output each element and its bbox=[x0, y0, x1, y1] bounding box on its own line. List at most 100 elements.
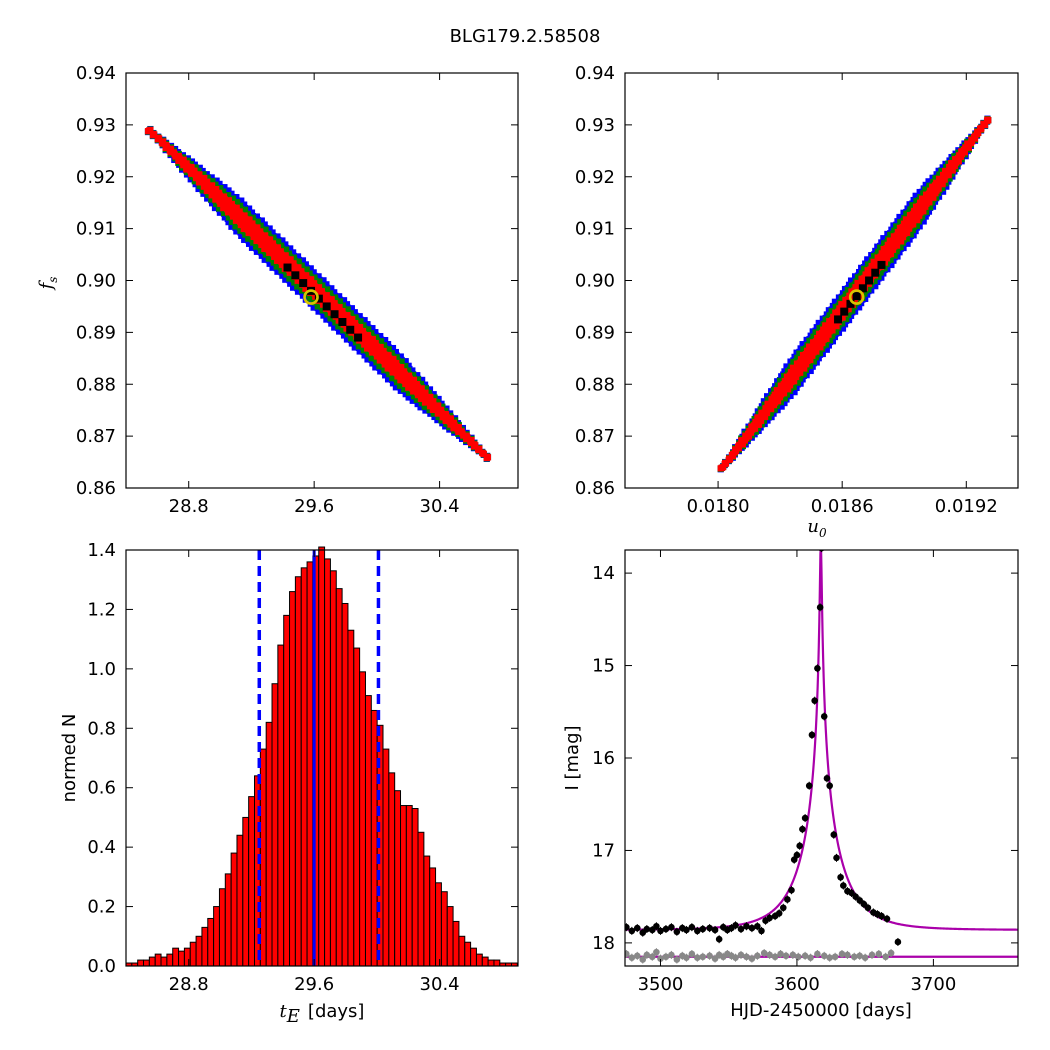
posterior-cell-1sigma bbox=[266, 243, 273, 250]
posterior-cell-1sigma bbox=[318, 288, 325, 295]
histogram-bar bbox=[265, 721, 273, 967]
posterior-cell-1sigma bbox=[479, 449, 486, 456]
posterior-cell-3sigma bbox=[323, 281, 330, 288]
posterior-cell-3sigma bbox=[912, 192, 919, 199]
histogram-bar bbox=[329, 570, 337, 967]
posterior-cell-1sigma bbox=[945, 171, 952, 179]
y-axis-label-normed-n: normed N bbox=[59, 714, 80, 803]
posterior-cell-1sigma bbox=[389, 369, 396, 376]
posterior-cell-1sigma bbox=[294, 277, 301, 284]
residual-point bbox=[760, 949, 768, 957]
histogram-bar bbox=[271, 683, 279, 967]
posterior-cell-2sigma bbox=[191, 178, 198, 185]
posterior-cell-2sigma bbox=[295, 258, 302, 265]
posterior-cell-1sigma bbox=[265, 246, 272, 253]
data-point bbox=[748, 924, 756, 932]
histogram-bar bbox=[341, 602, 349, 967]
posterior-cell-1sigma bbox=[413, 381, 420, 388]
data-point bbox=[805, 782, 813, 790]
best-region-cell bbox=[314, 294, 323, 303]
posterior-cell-1sigma bbox=[386, 355, 393, 362]
posterior-cell-1sigma bbox=[397, 377, 404, 384]
posterior-cell-1sigma bbox=[360, 338, 367, 345]
posterior-cell-3sigma bbox=[856, 304, 863, 311]
posterior-cell-1sigma bbox=[377, 354, 385, 361]
data-point bbox=[793, 851, 801, 859]
posterior-cell-1sigma bbox=[984, 116, 991, 123]
posterior-cell-3sigma bbox=[287, 280, 294, 287]
posterior-cell-1sigma bbox=[828, 323, 835, 331]
posterior-cell-1sigma bbox=[299, 271, 306, 278]
posterior-cell-1sigma bbox=[147, 126, 154, 134]
x-tick-label: 3600 bbox=[774, 974, 820, 995]
data-point bbox=[864, 904, 872, 912]
x-tick-label: 3500 bbox=[638, 974, 684, 995]
posterior-cell-1sigma bbox=[167, 145, 175, 152]
posterior-cell-2sigma bbox=[365, 326, 372, 333]
posterior-cell-1sigma bbox=[275, 254, 282, 261]
posterior-cell-3sigma bbox=[343, 301, 351, 308]
data-point bbox=[799, 825, 806, 833]
posterior-cell-3sigma bbox=[233, 228, 240, 235]
posterior-cell-1sigma bbox=[199, 179, 207, 186]
data-point bbox=[743, 922, 750, 930]
residual-point bbox=[683, 954, 690, 961]
posterior-cell-1sigma bbox=[442, 411, 450, 418]
y-tick-label: 15 bbox=[592, 656, 615, 677]
posterior-cell-2sigma bbox=[812, 329, 819, 336]
histogram-bar bbox=[446, 906, 454, 967]
residual-point bbox=[887, 949, 895, 957]
posterior-cell-1sigma bbox=[791, 378, 798, 385]
posterior-cell-2sigma bbox=[257, 247, 265, 254]
posterior-cell-1sigma bbox=[388, 365, 395, 373]
posterior-cell-1sigma bbox=[311, 283, 318, 290]
posterior-cell-1sigma bbox=[468, 436, 475, 444]
residual-point bbox=[633, 952, 641, 960]
posterior-cell-1sigma bbox=[201, 174, 208, 182]
posterior-cell-3sigma bbox=[880, 235, 887, 242]
posterior-cell-1sigma bbox=[344, 312, 351, 319]
residual-point bbox=[706, 952, 713, 960]
histogram-bar bbox=[487, 959, 495, 967]
posterior-cell-1sigma bbox=[361, 341, 368, 348]
residual-point bbox=[748, 955, 756, 962]
posterior-cell-3sigma bbox=[397, 387, 404, 394]
posterior-cell-1sigma bbox=[393, 359, 400, 367]
posterior-cell-3sigma bbox=[435, 395, 442, 403]
posterior-cell-3sigma bbox=[266, 225, 273, 232]
posterior-cell-1sigma bbox=[435, 402, 442, 409]
residual-point bbox=[856, 952, 864, 960]
panel-lightcurve: 3500 3600 3700 14 15 16 17 18 bbox=[592, 549, 1019, 995]
residual-point bbox=[737, 951, 745, 959]
posterior-cell-1sigma bbox=[253, 237, 260, 245]
posterior-cell-1sigma bbox=[722, 459, 729, 467]
posterior-cell-1sigma bbox=[246, 216, 253, 223]
posterior-cell-2sigma bbox=[373, 334, 380, 341]
posterior-cell-2sigma bbox=[306, 295, 314, 302]
y-tick-label: 0.91 bbox=[575, 219, 615, 240]
posterior-cell-1sigma bbox=[783, 379, 790, 387]
best-region-cell bbox=[330, 310, 339, 319]
posterior-cell-1sigma bbox=[331, 300, 338, 307]
plot-frame bbox=[624, 72, 1019, 489]
posterior-cell-1sigma bbox=[229, 204, 236, 211]
posterior-cell-1sigma bbox=[384, 365, 391, 372]
posterior-cell-3sigma bbox=[200, 190, 207, 197]
posterior-cell-1sigma bbox=[372, 346, 379, 353]
posterior-cell-1sigma bbox=[377, 350, 384, 357]
posterior-cell-2sigma bbox=[385, 346, 392, 353]
posterior-cell-1sigma bbox=[389, 362, 397, 369]
posterior-cell-1sigma bbox=[361, 334, 368, 341]
posterior-cell-3sigma bbox=[888, 261, 895, 269]
histogram-bar bbox=[458, 935, 466, 967]
histogram-bar bbox=[259, 748, 267, 967]
posterior-cell-1sigma bbox=[899, 223, 906, 231]
posterior-cell-1sigma bbox=[253, 227, 260, 234]
y-tick-label: 0.86 bbox=[76, 478, 116, 499]
posterior-cell-2sigma bbox=[417, 380, 425, 388]
posterior-cell-2sigma bbox=[331, 294, 339, 301]
posterior-cell-2sigma bbox=[298, 262, 305, 269]
posterior-cell-1sigma bbox=[249, 220, 256, 227]
y-tick-label: 0.90 bbox=[575, 271, 615, 292]
